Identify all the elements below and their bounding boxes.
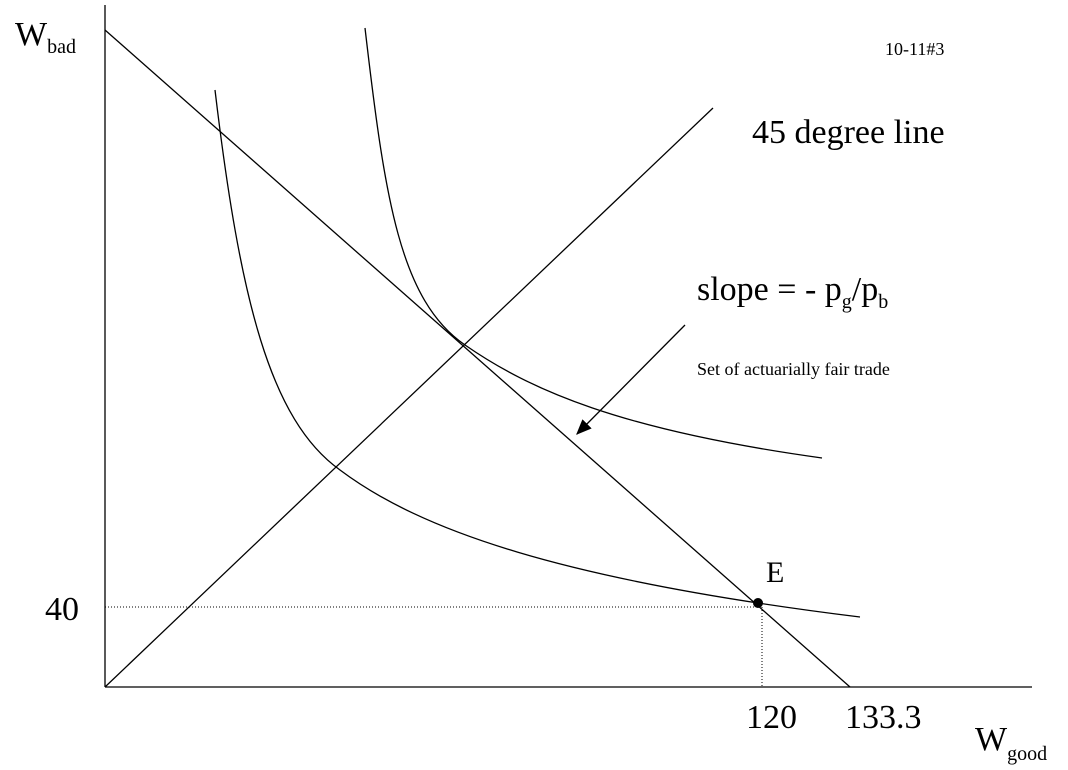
budget-line [104,29,851,688]
label: slope = - p [697,271,842,308]
subscript: g [842,291,852,313]
x-value-label: 133.3 [845,699,922,736]
subscript: b [878,291,888,313]
x-value-label: 120 [746,699,797,736]
subscript: bad [47,36,76,58]
y-axis-label: Wbad [15,16,76,58]
label: /p [852,271,878,308]
indifference-curve [364,27,823,459]
point-e [753,598,763,608]
line-45-label: 45 degree line [752,114,945,151]
label: W [975,721,1008,758]
y-value-label: 40 [45,591,79,628]
point-label: E [766,556,784,589]
x-axis-label: Wgood [975,721,1047,765]
line-45 [104,107,714,688]
arrow [576,324,686,435]
indifference-curve [214,89,861,618]
label: W [15,16,48,53]
slope-label: slope = - pg/pb [697,271,888,313]
subscript: good [1007,743,1047,765]
budget-note: Set of actuarially fair trade [697,359,890,379]
id-label: 10-11#3 [885,39,944,59]
